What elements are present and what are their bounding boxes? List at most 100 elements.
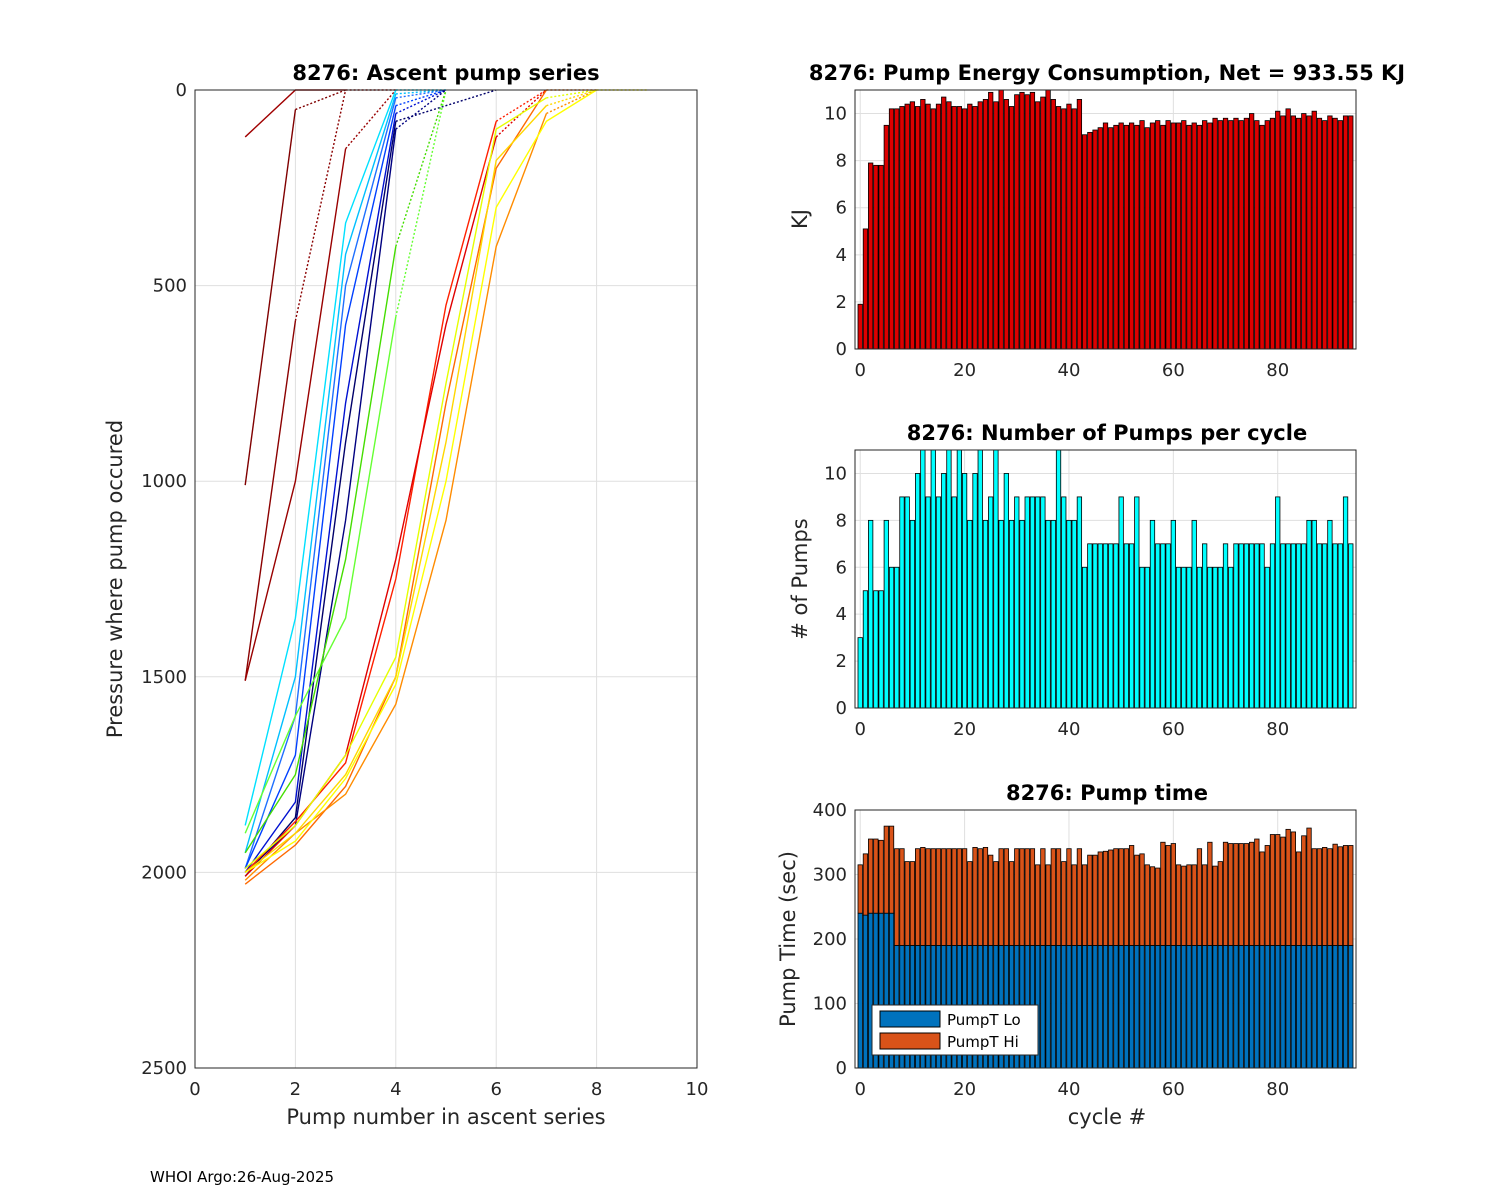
pumptime-bar-hi <box>883 825 889 914</box>
pumptime-ytick: 0 <box>836 1058 847 1079</box>
ascent-series-yellow-2-dotted <box>546 89 597 99</box>
pumps-bar <box>1280 543 1286 709</box>
energy-xtick: 60 <box>1162 360 1185 381</box>
pumptime-bar-lo <box>1045 945 1051 1069</box>
energy-xtick: 80 <box>1266 360 1289 381</box>
pumps-bar <box>894 566 900 709</box>
pumptime-bar-hi <box>909 861 916 946</box>
ascent-series-cyan-2 <box>244 93 397 854</box>
pumptime-bar-hi <box>1097 851 1103 946</box>
pumptime-bar-hi <box>982 847 989 946</box>
pumps-bar <box>868 519 874 709</box>
pumps-bar <box>920 449 926 709</box>
pumptime-bar-hi <box>1029 848 1036 946</box>
pumps-bar <box>1259 543 1265 709</box>
pumptime-bar-lo <box>1123 945 1129 1069</box>
pumptime-bar-hi <box>1102 850 1109 946</box>
energy-bar <box>915 106 921 350</box>
energy-bar <box>967 103 973 350</box>
ascent-xtick: 10 <box>686 1079 709 1100</box>
energy-bar <box>1071 108 1077 350</box>
pumptime-bar-lo <box>1280 945 1286 1069</box>
pumptime-bar-hi <box>1348 845 1354 946</box>
pumptime-bar-hi <box>1212 865 1218 946</box>
pumptime-bar-hi <box>961 848 968 946</box>
energy-bar <box>1202 120 1208 350</box>
energy-bar <box>1332 117 1338 350</box>
energy-bar <box>904 103 910 350</box>
energy-bar <box>1191 122 1197 350</box>
energy-bar <box>925 103 931 350</box>
pumptime-bar-lo <box>1259 945 1265 1069</box>
energy-bar <box>899 106 905 350</box>
pumps-bar <box>1301 543 1307 709</box>
energy-bar <box>993 101 999 350</box>
pumps-bar <box>956 449 962 709</box>
ascent-series-yellow-1 <box>244 105 547 873</box>
energy-bar <box>1118 122 1124 350</box>
ascent-series-red-2 <box>244 136 497 877</box>
ascent-series-blue-2-dotted <box>395 89 447 107</box>
pumptime-bar-lo <box>1087 945 1093 1069</box>
pumptime-bar-hi <box>988 854 994 946</box>
energy-ytick: 8 <box>836 151 847 172</box>
energy-bar <box>1108 127 1114 350</box>
pumps-bar <box>1170 519 1176 709</box>
pumptime-bar-hi <box>1061 861 1067 946</box>
ascent-xlabel: Pump number in ascent series <box>286 1105 605 1129</box>
pumps-xtick: 40 <box>1058 719 1081 740</box>
pumptime-bar-hi <box>857 864 863 914</box>
ascent-xtick: 2 <box>290 1079 301 1100</box>
pumptime-bar-hi <box>1092 854 1098 946</box>
energy-bar <box>1259 124 1265 350</box>
pumptime-bar-lo <box>1066 945 1072 1069</box>
energy-bar <box>1295 117 1302 350</box>
energy-bar <box>857 303 863 350</box>
energy-bar <box>1348 115 1354 350</box>
energy-bar <box>1285 108 1291 350</box>
pumptime-bar-hi <box>1008 861 1015 946</box>
pumps-bar <box>951 496 957 709</box>
pumptime-bar-lo <box>1222 945 1229 1069</box>
pumptime-ytick: 300 <box>813 865 847 886</box>
legend-swatch-pumpt-hi <box>879 1032 941 1050</box>
pumptime-bar-hi <box>1342 845 1349 946</box>
pumptime-bar-hi <box>1280 836 1286 946</box>
energy-bar <box>1249 113 1255 350</box>
pumps-ytick: 10 <box>824 463 847 484</box>
energy-bar <box>1035 101 1041 350</box>
energy-bar <box>1290 115 1296 350</box>
pumptime-legend: PumpT Lo PumpT Hi <box>871 1004 1039 1056</box>
pumptime-bar-hi <box>1222 841 1229 946</box>
pumps-bar <box>883 519 889 709</box>
pumptime-bar-hi <box>1144 864 1150 946</box>
energy-bar <box>1160 124 1166 350</box>
energy-bar <box>1165 120 1171 350</box>
pumps-ytick: 4 <box>836 604 847 625</box>
pumptime-bar-hi <box>1128 845 1135 946</box>
pumps-bar <box>982 519 989 709</box>
pumps-bar <box>977 449 983 709</box>
pumps-bar <box>1191 519 1197 709</box>
pumptime-axes-box <box>854 809 1357 1069</box>
energy-bar <box>1149 122 1156 350</box>
pumptime-bar-lo <box>1269 945 1276 1069</box>
energy-bar <box>888 108 895 350</box>
energy-bar <box>1040 96 1046 350</box>
pumptime-bar-hi <box>1170 843 1176 946</box>
pumptime-bar-hi <box>967 861 973 946</box>
ascent-series-blue-3-dotted <box>395 89 447 115</box>
pumptime-bar-lo <box>1306 945 1312 1069</box>
ascent-series-blue-1 <box>244 97 397 869</box>
energy-title: 8276: Pump Energy Consumption, Net = 933… <box>809 61 1405 85</box>
ascent-pump-series-panel: 0 2 4 6 8 10 0 500 1000 1500 2000 2500 8276: Ascent… <box>103 61 708 1129</box>
pumptime-bar-lo <box>1295 945 1302 1069</box>
legend-label-pumpt-lo: PumpT Lo <box>947 1011 1021 1029</box>
pumps-bar <box>1149 519 1156 709</box>
ascent-ytick: 0 <box>176 80 187 101</box>
pumps-bar <box>961 473 968 709</box>
pumptime-bar-lo <box>1108 945 1114 1069</box>
ascent-series-navy-2-dotted <box>395 89 497 122</box>
pumptime-bar-hi <box>1139 853 1145 946</box>
pumptime-bar-lo <box>1055 945 1062 1069</box>
